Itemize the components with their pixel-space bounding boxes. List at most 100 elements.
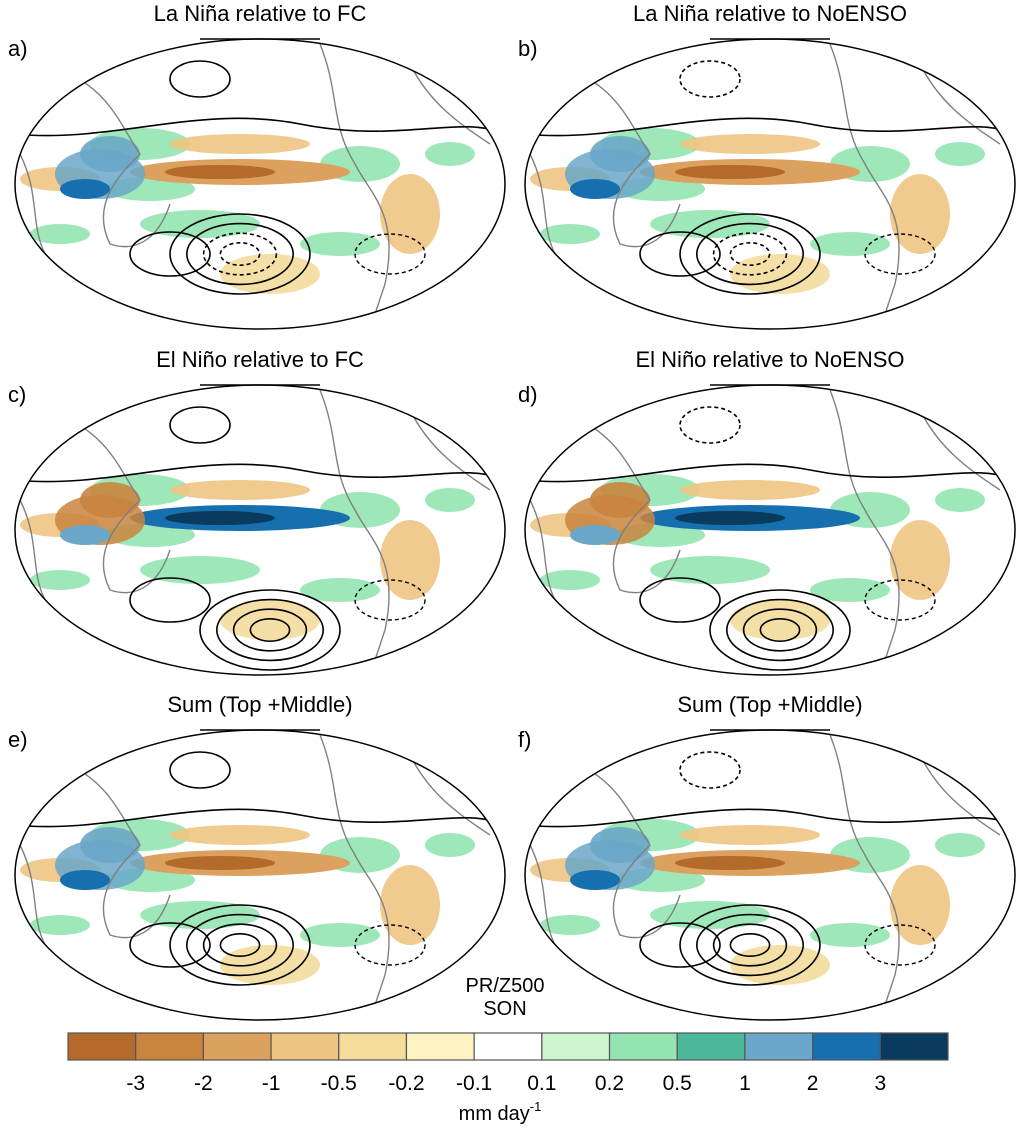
precip-pattern bbox=[170, 134, 310, 154]
contour bbox=[725, 598, 834, 662]
coastline bbox=[409, 409, 491, 491]
contour bbox=[202, 923, 278, 967]
precip-pattern bbox=[165, 856, 275, 870]
colorbar-units: mm day-1 bbox=[459, 1099, 542, 1125]
colorbar-swatch bbox=[608, 1032, 678, 1061]
contour bbox=[639, 577, 721, 623]
contour bbox=[169, 904, 311, 986]
precip-pattern bbox=[425, 833, 475, 857]
contour bbox=[864, 924, 936, 966]
contour bbox=[525, 808, 1015, 828]
precip-pattern bbox=[30, 570, 90, 590]
colorbar-tick-label: 0.1 bbox=[527, 1072, 556, 1095]
colorbar-tick-label: 3 bbox=[874, 1072, 886, 1095]
precip-pattern bbox=[300, 923, 380, 947]
coastline bbox=[69, 73, 171, 248]
contour bbox=[15, 808, 505, 828]
colorbar-tick-label: -3 bbox=[126, 1072, 145, 1095]
panels: La Niña relative to FCa)La Niña relative… bbox=[8, 1, 1016, 1021]
precip-pattern bbox=[650, 556, 770, 584]
contour bbox=[679, 406, 741, 444]
contour bbox=[186, 913, 295, 977]
contour bbox=[15, 463, 505, 483]
contour bbox=[525, 117, 1015, 137]
map-panel: La Niña relative to FC a) bbox=[8, 1, 506, 330]
map-content bbox=[525, 39, 1015, 329]
colorbar-swatch bbox=[135, 1032, 204, 1061]
colorbar-swatch bbox=[202, 1032, 272, 1061]
colorbar-tick-label: -2 bbox=[194, 1072, 213, 1095]
contour bbox=[679, 904, 821, 986]
coastline bbox=[319, 43, 390, 329]
colorbar-tick-label: 1 bbox=[739, 1072, 751, 1095]
precip-pattern bbox=[60, 179, 110, 199]
contour bbox=[129, 231, 211, 277]
coastline bbox=[19, 153, 46, 255]
precip-pattern bbox=[935, 833, 985, 857]
panel-label: f) bbox=[518, 727, 531, 752]
panel-label: d) bbox=[518, 382, 538, 407]
coastline bbox=[319, 389, 390, 675]
map-content bbox=[15, 730, 505, 1020]
coastline bbox=[529, 499, 556, 601]
precip-pattern bbox=[140, 210, 260, 238]
precip-pattern bbox=[60, 870, 110, 890]
coastline bbox=[529, 153, 556, 255]
panel-title: Sum (Top +Middle) bbox=[167, 692, 352, 717]
contour bbox=[129, 577, 211, 623]
panel-label: e) bbox=[8, 727, 28, 752]
precip-pattern bbox=[810, 578, 890, 602]
colorbar-swatch bbox=[473, 1032, 543, 1061]
precip-pattern bbox=[140, 901, 260, 929]
precip-pattern bbox=[650, 901, 770, 929]
coastline bbox=[69, 419, 171, 594]
precip-pattern bbox=[935, 488, 985, 512]
map-content bbox=[15, 39, 505, 329]
contour bbox=[199, 589, 341, 671]
contour bbox=[729, 242, 771, 267]
contour bbox=[169, 751, 231, 789]
contour bbox=[679, 213, 821, 295]
contour bbox=[219, 932, 261, 957]
colorbar-swatch bbox=[541, 1032, 611, 1061]
precip-pattern bbox=[540, 224, 600, 244]
coastline bbox=[579, 419, 681, 594]
coastline bbox=[829, 43, 900, 329]
colorbar-tick-label: -0.1 bbox=[456, 1072, 492, 1095]
precip-pattern bbox=[165, 511, 275, 525]
map-content bbox=[525, 385, 1015, 675]
precip-pattern bbox=[220, 600, 320, 640]
precip-pattern bbox=[60, 525, 110, 545]
contour bbox=[169, 213, 311, 295]
precip-pattern bbox=[680, 134, 820, 154]
precip-pattern bbox=[170, 825, 310, 845]
precip-pattern bbox=[935, 142, 985, 166]
precip-pattern bbox=[675, 856, 785, 870]
precip-pattern bbox=[650, 210, 770, 238]
contour bbox=[695, 913, 804, 977]
contour bbox=[129, 922, 211, 968]
contour bbox=[202, 232, 278, 276]
contour bbox=[354, 579, 426, 621]
contour bbox=[354, 924, 426, 966]
precip-pattern bbox=[30, 224, 90, 244]
contour bbox=[219, 242, 261, 267]
coastline bbox=[829, 734, 900, 1020]
precip-pattern bbox=[810, 923, 890, 947]
contour bbox=[232, 608, 308, 652]
precip-pattern bbox=[680, 480, 820, 500]
precip-pattern bbox=[165, 165, 275, 179]
season-label: SON bbox=[483, 998, 526, 1020]
coastline bbox=[579, 73, 681, 248]
colorbar-tick-label: -1 bbox=[262, 1072, 281, 1095]
colorbar-tick-label: -0.2 bbox=[388, 1072, 424, 1095]
coastline bbox=[579, 764, 681, 939]
precip-pattern bbox=[425, 142, 475, 166]
contour bbox=[169, 60, 231, 98]
contour bbox=[169, 406, 231, 444]
contour bbox=[186, 222, 295, 286]
precip-pattern bbox=[675, 165, 785, 179]
contour bbox=[709, 589, 851, 671]
precip-pattern bbox=[675, 511, 785, 525]
map-panel: El Niño relative to FC c) bbox=[8, 347, 506, 676]
